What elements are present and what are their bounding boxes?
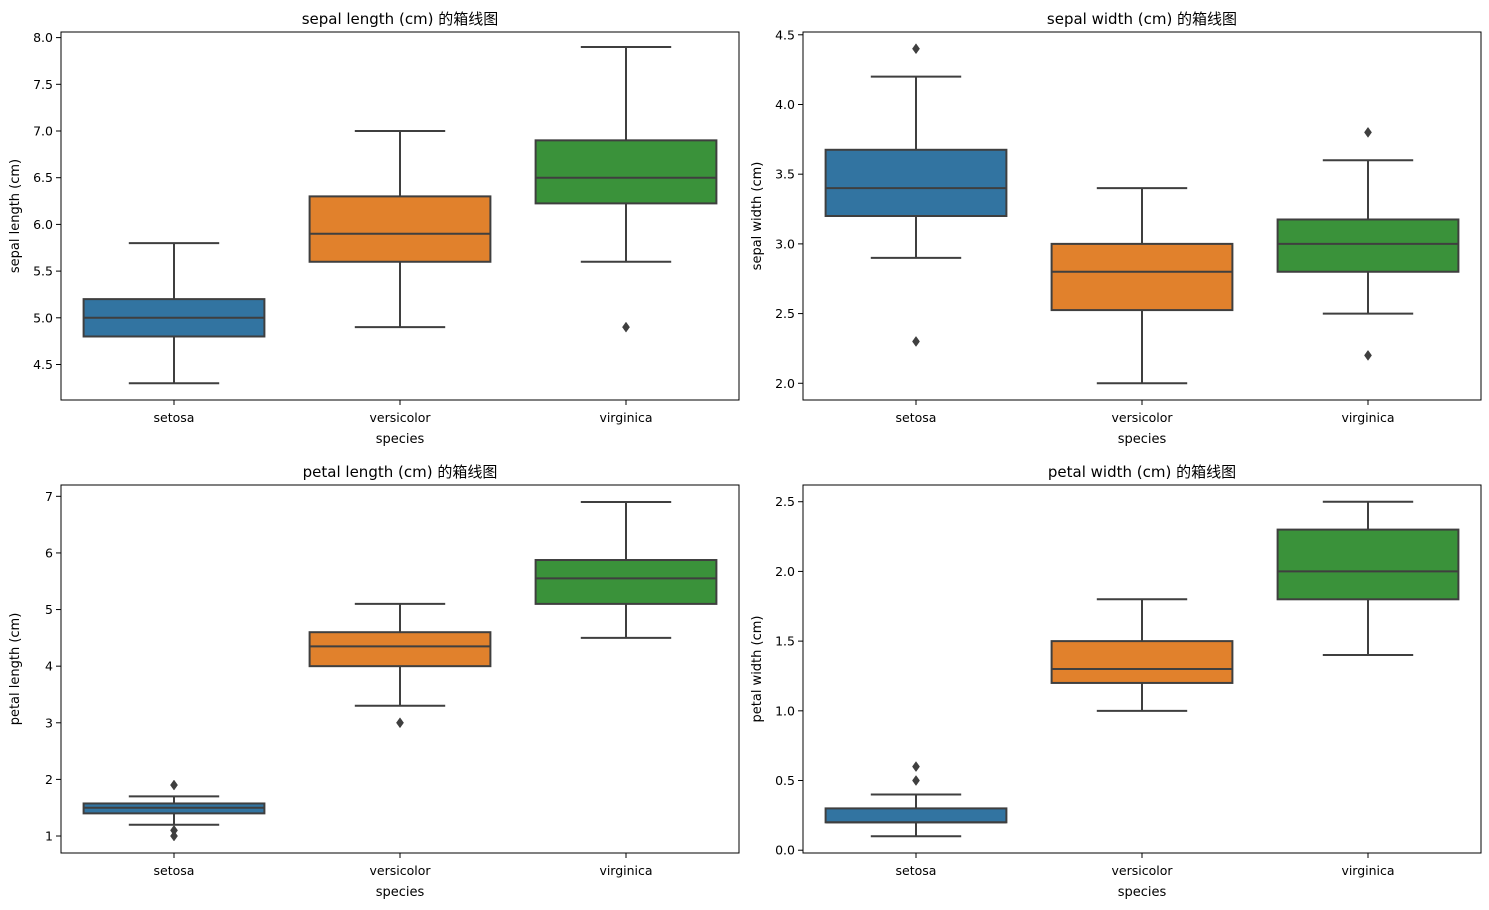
panel-petal-width-cm: petal width (cm) 的箱线图 0.0 0.5 1.0 1.5 2.0 2.5 s…	[750, 463, 1482, 900]
panel-petal-length-cm: petal length (cm) 的箱线图 1 2 3 4 5 6 7 setosa versi…	[8, 463, 740, 900]
chart-title: sepal width (cm) 的箱线图	[1047, 10, 1237, 28]
x-axis-label: species	[1118, 885, 1167, 900]
y-axis-label: sepal length (cm)	[8, 159, 23, 273]
chart-title: sepal length (cm) 的箱线图	[302, 10, 499, 28]
box-setosa	[82, 242, 266, 385]
x-tick-label: virginica	[599, 863, 652, 878]
x-tick-label: virginica	[1341, 410, 1394, 425]
box-versicolor	[308, 602, 492, 729]
box-setosa	[82, 779, 266, 842]
x-tick-label: versicolor	[370, 863, 432, 878]
y-tick-label: 1.5	[775, 634, 795, 649]
y-tick-label: 4.5	[775, 27, 795, 42]
box-virginica	[534, 45, 718, 333]
y-tick-label: 6.5	[33, 170, 53, 185]
y-tick-label: 2.5	[775, 306, 795, 321]
x-tick-label: setosa	[154, 863, 195, 878]
iqr-box	[824, 807, 1008, 824]
iqr-box	[1276, 218, 1460, 273]
outlier-point	[622, 321, 630, 333]
outlier-point	[912, 761, 920, 773]
box-virginica	[1276, 500, 1460, 657]
y-tick-label: 3.0	[775, 236, 795, 251]
y-tick-label: 6.0	[33, 217, 53, 232]
box-versicolor	[308, 130, 492, 329]
outlier-point	[912, 43, 920, 55]
axes-frame	[60, 484, 740, 854]
iqr-box	[1276, 528, 1460, 601]
x-axis-label: species	[376, 885, 425, 900]
box-versicolor	[1050, 187, 1234, 385]
y-tick-label: 0.0	[775, 843, 795, 858]
iqr-box	[534, 139, 718, 205]
chart-title: petal length (cm) 的箱线图	[303, 463, 498, 481]
chart-title: petal width (cm) 的箱线图	[1048, 463, 1236, 481]
y-tick-label: 2	[45, 772, 53, 787]
x-tick-label: virginica	[599, 410, 652, 425]
y-tick-label: 7	[45, 489, 53, 504]
y-tick-label: 3	[45, 715, 53, 730]
y-tick-label: 4.0	[775, 97, 795, 112]
x-tick-label: setosa	[896, 410, 937, 425]
y-tick-label: 1.0	[775, 703, 795, 718]
y-tick-label: 1	[45, 829, 53, 844]
box-setosa	[824, 43, 1008, 347]
y-tick-label: 4.5	[33, 357, 53, 372]
outlier-point	[1364, 126, 1372, 138]
axes-frame	[802, 31, 1482, 401]
box-versicolor	[1050, 598, 1234, 712]
x-tick-label: virginica	[1341, 863, 1394, 878]
box-virginica	[534, 500, 718, 639]
outlier-point	[912, 775, 920, 786]
iqr-box	[534, 559, 718, 605]
y-axis-label: sepal width (cm)	[750, 162, 765, 271]
x-tick-label: versicolor	[1112, 863, 1174, 878]
x-tick-label: setosa	[154, 410, 195, 425]
outlier-point	[1364, 349, 1372, 361]
y-axis-label: petal width (cm)	[750, 616, 765, 723]
iqr-box	[824, 148, 1008, 217]
y-tick-label: 3.5	[775, 167, 795, 182]
y-tick-label: 5.0	[33, 310, 53, 325]
x-tick-label: versicolor	[370, 410, 432, 425]
y-tick-label: 5.5	[33, 264, 53, 279]
x-tick-label: setosa	[896, 863, 937, 878]
y-tick-label: 0.5	[775, 773, 795, 788]
y-tick-label: 4	[45, 659, 53, 674]
iqr-box	[308, 631, 492, 668]
y-tick-label: 5	[45, 602, 53, 617]
box-virginica	[1276, 126, 1460, 361]
x-tick-label: versicolor	[1112, 410, 1174, 425]
panel-sepal-width-cm: sepal width (cm) 的箱线图 2.0 2.5 3.0 3.5 4.0 4.5 s…	[750, 10, 1482, 447]
axes-frame	[802, 484, 1482, 854]
axes-frame	[60, 31, 740, 401]
outlier-point	[912, 336, 920, 347]
iqr-box	[1050, 640, 1234, 684]
outlier-point	[396, 717, 404, 729]
box-setosa	[824, 761, 1008, 838]
y-tick-label: 7.0	[33, 124, 53, 139]
y-tick-label: 2.0	[775, 564, 795, 579]
outlier-point	[170, 779, 178, 791]
y-axis-label: petal length (cm)	[8, 613, 23, 726]
y-tick-label: 2.5	[775, 494, 795, 509]
outlier-point	[170, 830, 178, 842]
y-tick-label: 6	[45, 545, 53, 560]
iqr-box	[308, 195, 492, 263]
y-tick-label: 8.0	[33, 30, 53, 45]
y-tick-label: 2.0	[775, 376, 795, 391]
y-tick-label: 7.5	[33, 77, 53, 92]
panel-sepal-length-cm: sepal length (cm) 的箱线图 4.5 5.0 5.5 6.0 6.5 7.0…	[8, 10, 740, 447]
iqr-box	[1050, 242, 1234, 312]
x-axis-label: species	[376, 432, 425, 447]
x-axis-label: species	[1118, 432, 1167, 447]
